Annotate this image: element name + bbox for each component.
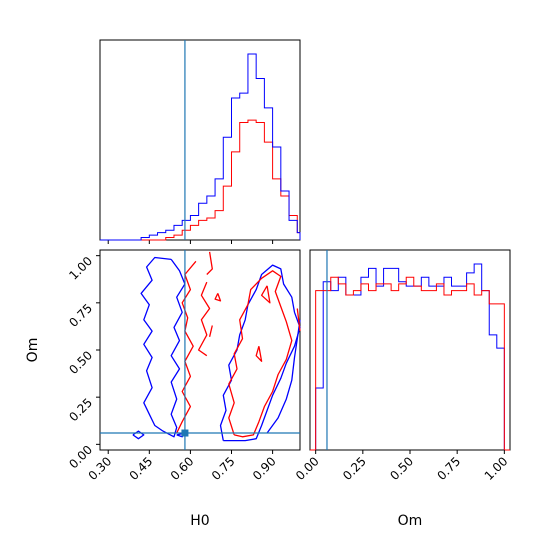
panel-h0-om-contour: 0.30 0.45 0.60 0.75 0.90 0.000.250.500.751.0…: [25, 249, 301, 529]
contour-1-0: [176, 260, 197, 434]
y-tick-label-4: 1.00: [66, 254, 95, 283]
axes-frame: [309, 249, 511, 451]
axes-frame: [99, 39, 301, 241]
contour-0-1: [132, 430, 145, 440]
y-tick-label-1: 0.25: [66, 395, 95, 424]
contour-0-3: [219, 264, 301, 442]
x-tick-label-0: 0.30: [86, 454, 115, 483]
h0-marginal-ticks: [107, 240, 274, 244]
contour-0-0: [140, 256, 186, 438]
x-axis-label: H0: [190, 513, 209, 529]
om-histograms: [310, 263, 510, 451]
x-tick-label-4: 0.90: [250, 454, 279, 483]
contour-1-8: [296, 308, 301, 332]
contour-1-4: [208, 325, 213, 337]
truth-marker: [181, 429, 189, 437]
panel-om-marginal: 0.00 0.25 0.50 0.75 1.00 Om: [293, 249, 511, 529]
histogram-series-1: [310, 276, 510, 451]
histogram-series-1: [100, 53, 301, 241]
om-y-ticks: 0.000.250.500.751.00: [66, 254, 100, 471]
y-axis-label: Om: [25, 338, 41, 363]
om-x-ticks: 0.00 0.25 0.50 0.75 1.00: [293, 450, 510, 483]
y-tick-label-2: 0.50: [66, 348, 95, 377]
h0-histograms: [100, 53, 301, 241]
x-tick-label-2: 0.60: [168, 454, 197, 483]
contour-1-5: [228, 270, 293, 438]
x-tick-label-0: 0.00: [293, 454, 322, 483]
histogram-series-0: [310, 263, 510, 451]
x-tick-label-3: 0.75: [209, 454, 238, 483]
axes-frame: [99, 249, 301, 451]
y-tick-label-3: 0.75: [66, 301, 95, 330]
x-tick-label-3: 0.75: [434, 454, 463, 483]
contour-0-4: [266, 319, 301, 434]
x-axis-label: Om: [398, 513, 423, 529]
x-tick-label-1: 0.45: [127, 454, 156, 483]
histogram-series-0: [100, 119, 301, 241]
x-tick-label-1: 0.25: [340, 454, 369, 483]
contour-1-6: [255, 346, 263, 362]
contour-lines: [132, 251, 301, 442]
contour-1-7: [260, 285, 271, 304]
x-tick-label-2: 0.50: [387, 454, 416, 483]
h0-x-ticks: 0.30 0.45 0.60 0.75 0.90: [86, 450, 279, 483]
contour-1-1: [197, 281, 211, 357]
contour-1-2: [206, 251, 213, 275]
panel-h0-marginal: [99, 39, 301, 244]
contour-1-3: [214, 293, 222, 302]
x-tick-label-4: 1.00: [482, 454, 511, 483]
